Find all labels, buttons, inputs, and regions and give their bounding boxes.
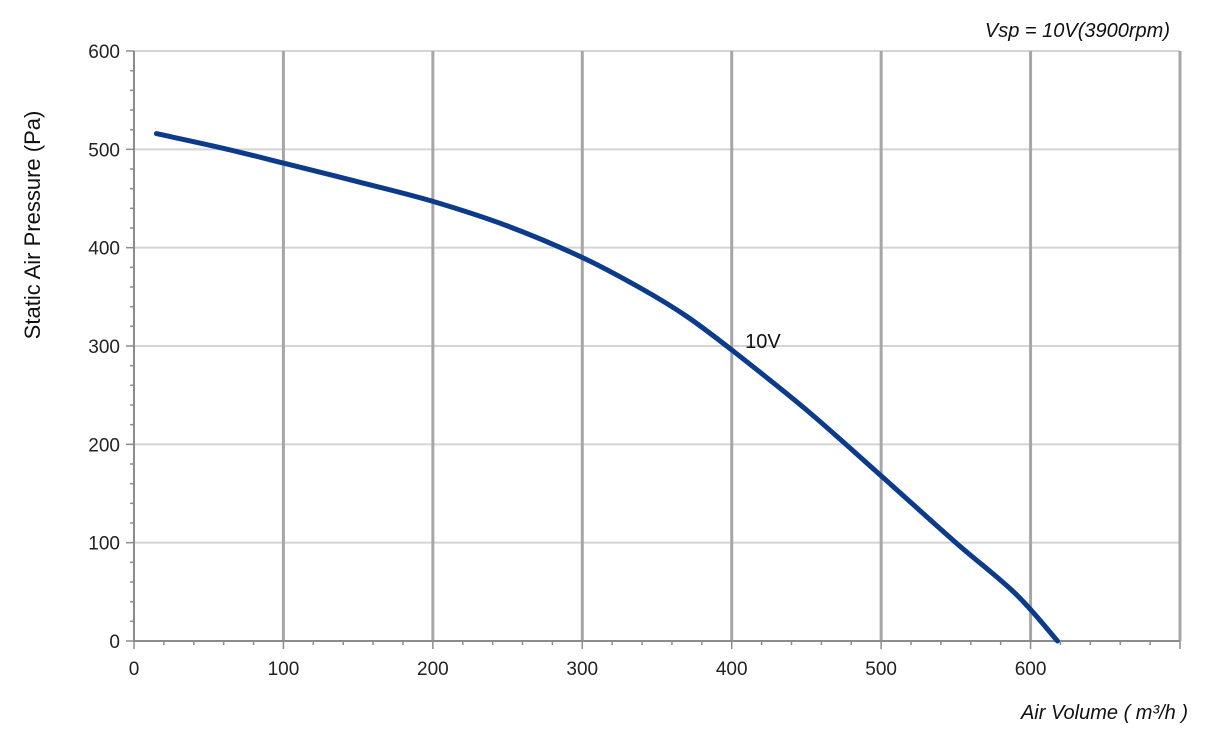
- grid: [134, 50, 1182, 641]
- x-tick-label: 0: [129, 659, 140, 680]
- labels: 0 100 200 300 400 500 600 0 100 200 300 400 500 600 10…: [88, 42, 1046, 680]
- y-tick-label: 200: [88, 435, 120, 456]
- x-tick-label: 500: [865, 659, 897, 680]
- x-tick-label: 300: [566, 659, 598, 680]
- series-layer: [153, 131, 1060, 644]
- series-line-10v: [153, 131, 1060, 644]
- y-axis-title: Static Air Pressure (Pa): [20, 111, 45, 340]
- series-annotation: 10V: [745, 331, 781, 353]
- y-tick-label: 100: [88, 534, 120, 555]
- x-tick-label: 400: [716, 659, 748, 680]
- axes: [126, 50, 1181, 649]
- x-axis-title: Air Volume ( m³/h ): [1020, 702, 1188, 724]
- y-tick-label: 400: [88, 239, 120, 260]
- x-tick-label: 100: [268, 659, 300, 680]
- x-tick-label: 600: [1015, 659, 1047, 680]
- chart-subtitle: Vsp = 10V(3900rpm): [985, 20, 1170, 42]
- x-tick-label: 200: [417, 659, 449, 680]
- y-tick-label: 0: [109, 632, 120, 653]
- y-tick-label: 500: [88, 140, 120, 161]
- y-tick-label: 600: [88, 42, 120, 63]
- y-tick-label: 300: [88, 337, 120, 358]
